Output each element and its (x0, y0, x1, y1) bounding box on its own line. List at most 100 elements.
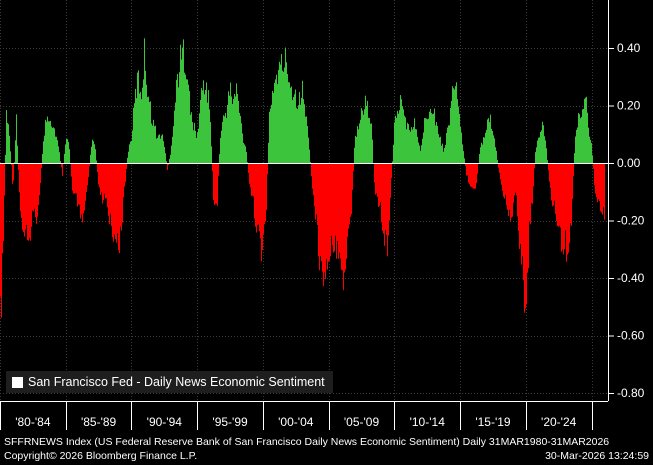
bar (459, 113, 460, 163)
bar (448, 125, 449, 163)
bar (562, 163, 563, 250)
bar (398, 113, 399, 163)
x-axis-categories: '80-'84 '85-'89 '90-'94 '95-'99 '00-'04 '05-'… (0, 401, 593, 430)
bar (358, 129, 359, 163)
bar (48, 121, 49, 163)
bar (592, 155, 593, 163)
bar (130, 141, 131, 163)
bar (331, 163, 332, 236)
bar (347, 163, 348, 237)
bar (268, 142, 269, 163)
bar (72, 163, 73, 191)
bar (391, 163, 392, 179)
bar (146, 84, 147, 163)
bar (64, 153, 65, 163)
bar (542, 121, 543, 163)
bar (165, 153, 166, 163)
bar (295, 89, 296, 163)
bar (14, 162, 15, 163)
bar (216, 163, 217, 204)
bar (171, 145, 172, 163)
bar (140, 91, 141, 163)
bar (40, 163, 41, 184)
bar (494, 138, 495, 163)
bar (366, 105, 367, 163)
y-tick-label: 0.40 (617, 41, 641, 55)
bar (367, 100, 368, 163)
bar (415, 129, 416, 163)
bar (357, 126, 358, 163)
bar (184, 72, 185, 163)
bar (550, 163, 551, 188)
bar (306, 116, 307, 163)
bar (101, 163, 102, 193)
bar (368, 117, 369, 163)
bar (85, 163, 86, 201)
bar (492, 130, 493, 163)
bar (540, 131, 541, 163)
bar (214, 163, 215, 205)
bar (407, 122, 408, 163)
bar (257, 163, 258, 226)
bar (105, 163, 106, 199)
bar (427, 119, 428, 163)
bar (441, 145, 442, 163)
bar (472, 163, 473, 188)
bar (317, 163, 318, 226)
bar (213, 163, 214, 201)
bar (99, 163, 100, 188)
bar (52, 127, 53, 163)
bar (203, 80, 204, 163)
bar (180, 44, 181, 164)
bar (210, 122, 211, 163)
bar (187, 79, 188, 163)
bar (137, 72, 138, 163)
bar (434, 108, 435, 163)
bar (371, 123, 372, 163)
bar (284, 67, 285, 163)
bar (323, 163, 324, 287)
bar (144, 38, 145, 163)
bar (94, 144, 95, 163)
bar (8, 124, 9, 163)
bar (197, 132, 198, 163)
bar (504, 163, 505, 199)
bar (473, 163, 474, 189)
bar (211, 146, 212, 163)
legend-label: San Francisco Fed - Daily News Economic … (28, 375, 325, 389)
bar (81, 163, 82, 215)
bar (231, 96, 232, 163)
bar (378, 163, 379, 207)
bar (522, 163, 523, 257)
bar (25, 163, 26, 230)
bar (339, 163, 340, 253)
bar (333, 163, 334, 253)
bar (42, 153, 43, 163)
bar (436, 122, 437, 163)
bar (182, 47, 183, 163)
bar (12, 163, 13, 184)
bar (119, 163, 120, 254)
bar (515, 163, 516, 193)
bar (370, 123, 371, 163)
bar (7, 122, 8, 163)
bar (458, 106, 459, 163)
bar (50, 120, 51, 163)
bar (167, 163, 168, 170)
bar (11, 163, 12, 166)
bar (412, 129, 413, 163)
bar (404, 115, 405, 163)
bar (439, 137, 440, 163)
bar (401, 99, 402, 163)
bar (159, 134, 160, 163)
bar (208, 90, 209, 163)
bar (134, 103, 135, 163)
bar (454, 89, 455, 163)
bar (73, 163, 74, 194)
bar (83, 163, 84, 214)
bar (173, 126, 174, 163)
bar (209, 109, 210, 163)
bar (219, 154, 220, 163)
bar (520, 163, 521, 245)
bar (413, 127, 414, 163)
